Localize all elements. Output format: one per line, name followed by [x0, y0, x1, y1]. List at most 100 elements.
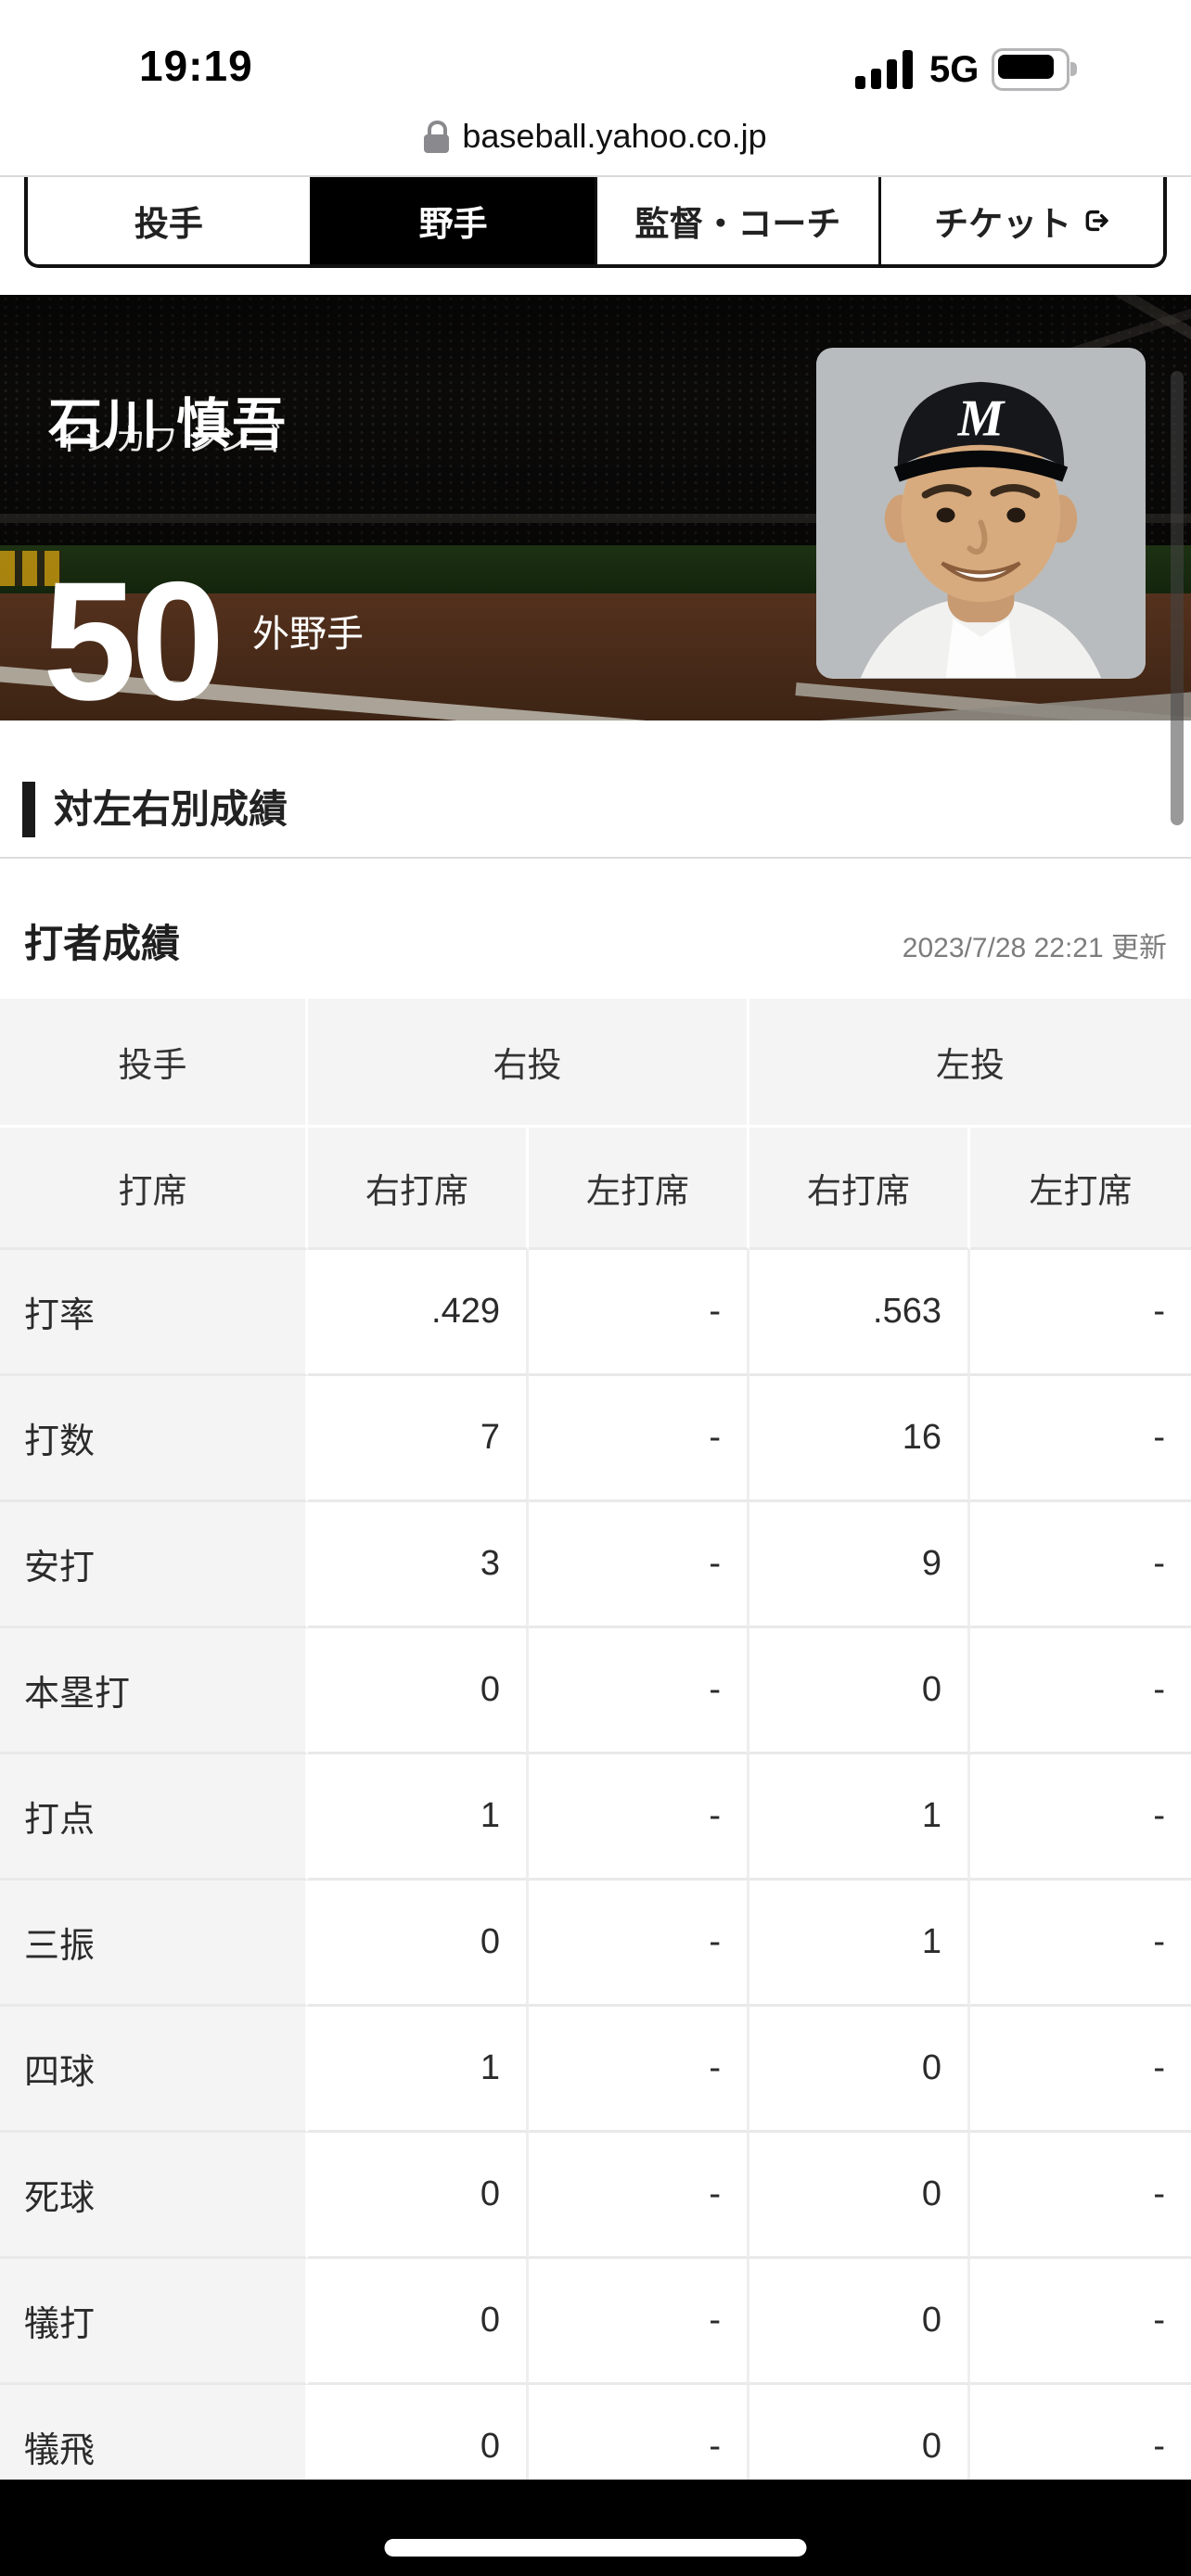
- stat-row: 打数 7 - 16 -: [0, 1376, 1191, 1502]
- stat-row: 打点 1 - 1 -: [0, 1754, 1191, 1881]
- table-sub-header-row: 打席 右打席 左打席 右打席 左打席: [0, 1128, 1191, 1250]
- stat-value: -: [529, 1376, 749, 1502]
- stat-row: 打率 .429 - .563 -: [0, 1250, 1191, 1376]
- battery-icon: [992, 48, 1078, 91]
- stat-value: 1: [749, 1754, 970, 1881]
- section-header: 対左右別成績: [0, 782, 1191, 839]
- stat-value: -: [970, 2259, 1191, 2385]
- stat-value: 0: [749, 2259, 970, 2385]
- stat-value: -: [529, 2259, 749, 2385]
- lock-icon: [424, 120, 450, 153]
- stat-value: -: [970, 2133, 1191, 2259]
- stats-heading-row: 打者成績 2023/7/28 22:21 更新: [0, 920, 1191, 968]
- player-hero: 石川 慎吾 イシカワ シンゴ 50 外野手 M: [0, 295, 1191, 721]
- tab-tickets[interactable]: チケット: [878, 177, 1163, 264]
- stat-value: -: [970, 1376, 1191, 1502]
- status-icons: 5G: [855, 48, 1078, 91]
- outfield-ad-sign: [0, 551, 61, 586]
- tab-fielders[interactable]: 野手: [309, 177, 595, 264]
- stats-title: 打者成績: [24, 922, 181, 965]
- external-link-icon: [1085, 210, 1108, 232]
- stat-value: -: [529, 1881, 749, 2007]
- stat-value: 0: [749, 2133, 970, 2259]
- network-type-label: 5G: [929, 49, 980, 90]
- tab-label: 投手: [134, 205, 203, 243]
- stat-value: 0: [308, 2133, 529, 2259]
- subheader-col: 左打席: [970, 1128, 1191, 1250]
- stat-value: 3: [308, 1502, 529, 1628]
- stat-value: 0: [308, 1881, 529, 2007]
- stat-value: -: [529, 2007, 749, 2133]
- tab-label: 監督・コーチ: [634, 205, 841, 243]
- stat-value: -: [970, 1754, 1191, 1881]
- stat-value: -: [970, 1502, 1191, 1628]
- stat-value: 7: [308, 1376, 529, 1502]
- clock: 19:19: [139, 42, 253, 90]
- cap-logo: M: [957, 390, 1006, 448]
- player-position: 外野手: [252, 614, 364, 655]
- stat-row-label: 三振: [0, 1881, 308, 2007]
- stat-value: 1: [308, 2007, 529, 2133]
- tab-bar: 投手 野手 監督・コーチ チケット: [24, 177, 1167, 268]
- batter-splits-table: 投手 右投 左投 打席 右打席 左打席 右打席 左打席 打率 .429 - .5…: [0, 999, 1191, 2511]
- stats-updated-timestamp: 2023/7/28 22:21 更新: [902, 933, 1167, 963]
- stat-value: 16: [749, 1376, 970, 1502]
- stat-value: -: [529, 2133, 749, 2259]
- tab-pitchers[interactable]: 投手: [28, 177, 310, 264]
- status-bar: 19:19 5G: [0, 0, 1191, 93]
- subheader-col: 右打席: [749, 1128, 970, 1250]
- section-title: 対左右別成績: [54, 787, 288, 831]
- stat-value: 0: [308, 2259, 529, 2385]
- tab-coaches[interactable]: 監督・コーチ: [594, 177, 879, 264]
- stat-row-label: 打数: [0, 1376, 308, 1502]
- cellular-signal-icon: [855, 50, 913, 89]
- stat-row-label: 安打: [0, 1502, 308, 1628]
- player-name-kana: イシカワ シンゴ: [52, 423, 282, 458]
- player-photo: M: [816, 348, 1146, 679]
- player-portrait-illustration: M: [816, 349, 1146, 678]
- scrollbar-thumb[interactable]: [1171, 371, 1184, 825]
- stat-value: 1: [749, 1881, 970, 2007]
- header-pitcher: 投手: [0, 999, 308, 1128]
- stat-value: -: [970, 1881, 1191, 2007]
- player-uniform-number: 50: [43, 546, 224, 721]
- stat-value: 0: [308, 1628, 529, 1754]
- subheader-col: 左打席: [529, 1128, 749, 1250]
- stat-row: 三振 0 - 1 -: [0, 1881, 1191, 2007]
- section-divider: [0, 857, 1191, 859]
- stat-row-label: 打点: [0, 1754, 308, 1881]
- table-group-header-row: 投手 右投 左投: [0, 999, 1191, 1128]
- battery-fill: [998, 55, 1055, 79]
- stat-row: 安打 3 - 9 -: [0, 1502, 1191, 1628]
- stat-row-label: 四球: [0, 2007, 308, 2133]
- subheader-col: 右打席: [308, 1128, 529, 1250]
- stat-value: 1: [308, 1754, 529, 1881]
- stat-value: 0: [749, 1628, 970, 1754]
- tab-label: 野手: [418, 205, 488, 243]
- stat-value: .563: [749, 1250, 970, 1376]
- player-name: 石川 慎吾: [48, 393, 288, 454]
- stat-value: -: [970, 1628, 1191, 1754]
- url-domain: baseball.yahoo.co.jp: [462, 117, 767, 155]
- home-indicator[interactable]: [384, 2539, 807, 2557]
- stats-table-body: 打率 .429 - .563 - 打数 7 - 16 - 安打 3 - 9 - …: [0, 1250, 1191, 2511]
- header-left-throw: 左投: [749, 999, 1191, 1128]
- stat-value: -: [529, 1502, 749, 1628]
- stat-row-label: 死球: [0, 2133, 308, 2259]
- stat-value: .429: [308, 1250, 529, 1376]
- tab-label: チケット: [934, 205, 1072, 243]
- stat-value: -: [970, 2007, 1191, 2133]
- stat-row-label: 打率: [0, 1250, 308, 1376]
- stat-value: 9: [749, 1502, 970, 1628]
- stat-row-label: 本塁打: [0, 1628, 308, 1754]
- header-divider: [0, 175, 1191, 177]
- stat-row: 犠打 0 - 0 -: [0, 2259, 1191, 2385]
- url-bar[interactable]: baseball.yahoo.co.jp: [0, 104, 1191, 169]
- stat-value: -: [970, 1250, 1191, 1376]
- stat-row: 本塁打 0 - 0 -: [0, 1628, 1191, 1754]
- stat-value: 0: [749, 2007, 970, 2133]
- battery-nub: [1070, 62, 1078, 76]
- section-accent-bar: [22, 782, 35, 837]
- stat-value: -: [529, 1250, 749, 1376]
